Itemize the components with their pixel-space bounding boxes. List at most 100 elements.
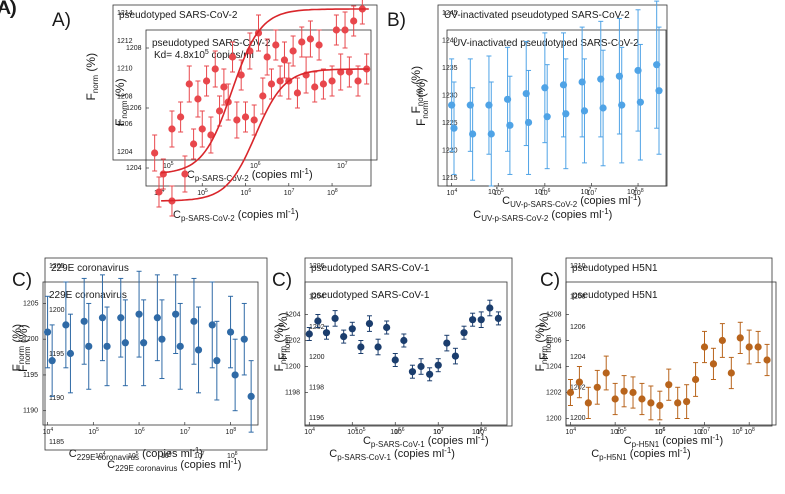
data-point [176,342,184,350]
data-point [98,314,107,322]
data-point [62,321,70,329]
back-x-tick-exp: 5 [136,451,139,457]
series-back [43,270,248,376]
data-point [272,41,280,49]
data-point [263,53,271,61]
back-y-tick-label: 1240 [442,38,458,45]
data-point [578,78,586,86]
x-tick-exp: 4 [573,427,576,433]
back-x-tick-exp: 7 [441,427,444,433]
back-y-axis-label: Fnorm (%) [276,312,292,360]
x-tick-exp: 8 [484,427,487,433]
y-axis-label: Fnorm (%) [113,78,129,126]
x-tick-exp: 4 [162,188,165,194]
data-point [153,314,161,322]
data-point [562,110,570,118]
data-point [700,343,709,351]
data-point [709,360,718,368]
back-y-tick-label: 1210 [117,66,133,73]
back-x-tick-label: 107 [433,427,444,436]
data-point [241,113,250,121]
x-tick-exp: 5 [501,188,504,194]
series-front [450,26,663,187]
y-axis-label: Fnorm (%) [10,324,26,372]
data-point [559,81,568,89]
back-x-axis-label-part: (copies ml [425,435,478,447]
data-point [280,56,289,64]
y-axis-label-part: (%) [533,324,547,346]
x-tick-label: 105 [197,188,208,197]
x-tick-exp: 5 [205,188,208,194]
data-point [634,66,642,75]
x-tick-label: 107 [180,427,191,436]
data-point [121,339,129,347]
x-tick-exp: 8 [752,427,755,433]
data-point [226,328,235,336]
x-axis-label-part: (copies ml [391,448,444,460]
y-axis-label-part: norm [120,100,129,119]
y-tick-label: 1206 [126,105,142,112]
back-y-tick-label: 1210 [570,263,586,270]
back-x-tick-label: 107 [693,427,704,436]
y-tick-label: 1198 [285,390,300,397]
back-y-tick-label: 1230 [442,93,458,100]
back-y-axis-label-part: F [84,93,98,100]
x-tick-label: 106 [390,427,401,436]
data-point [240,335,248,343]
back-y-tick-label: 1202 [570,385,586,392]
data-point [524,118,533,127]
data-point [220,83,228,91]
back-x-tick-exp: 8 [480,427,483,433]
back-x-axis-label-part: p-SARS-CoV-2 [195,174,249,183]
data-point [189,140,198,148]
x-axis-label: CUV-p-SARS-CoV-2 (copies ml-1) [473,207,612,223]
back-y-tick-label: 1204 [309,293,325,300]
back-y-tick-label: 1185 [49,439,64,446]
back-x-axis-label: Cp-SARS-CoV-2 (copies ml-1) [187,167,313,183]
back-y-axis-label-part: norm [544,334,553,353]
data-point [207,131,215,139]
data-point [348,325,356,333]
back-y-tick-label: 1204 [570,354,586,361]
back-panel-title: UV-inactivated pseudotyped SARS-CoV-2 [444,10,630,21]
data-point [276,77,284,85]
back-y-axis-label: Fnorm (%) [409,66,425,114]
x-tick-label: 104 [447,188,458,197]
y-axis-label-part: F [272,364,286,371]
y-axis-label-part: (%) [272,324,286,346]
series-front [305,311,503,382]
x-axis-label: Cp-SARS-CoV-2 (copies ml-1) [173,207,299,223]
fit-curve-front [161,68,369,202]
data-point [506,121,514,129]
x-tick-label: 104 [304,427,315,436]
back-x-axis-label-part: C [624,435,632,447]
data-point [417,362,425,371]
data-point [638,395,646,403]
back-frame [112,4,378,161]
x-tick-label: 108 [476,427,487,436]
back-x-tick-label: 105 [128,451,139,460]
back-y-axis-label-part: norm [91,75,100,94]
back-y-tick-label: 1200 [570,415,586,422]
back-x-tick-label: 107 [194,451,205,460]
data-point [486,304,494,312]
data-point [345,68,353,76]
x-tick-exp: 6 [663,427,666,433]
back-y-tick-label: 1212 [117,38,133,45]
data-point [620,387,628,395]
x-tick-exp: 7 [188,427,191,433]
data-point [656,401,664,410]
y-tick-label: 1206 [546,338,562,345]
data-point [408,368,417,376]
back-x-axis-label-part: -1 [630,193,638,202]
x-tick-label: 107 [586,188,597,197]
x-tick-exp: 8 [641,188,644,194]
kd-annotation: Kd= 4.8x105 copies/ml [154,49,254,61]
series-back [448,0,661,155]
data-point [718,336,726,345]
x-tick-label: 108 [744,427,755,436]
x-tick-label: 105 [610,427,621,436]
back-y-tick-label: 1190 [49,395,64,402]
back-x-tick-exp: 7 [701,427,704,433]
back-y-axis-label: Fnorm (%) [16,324,32,372]
